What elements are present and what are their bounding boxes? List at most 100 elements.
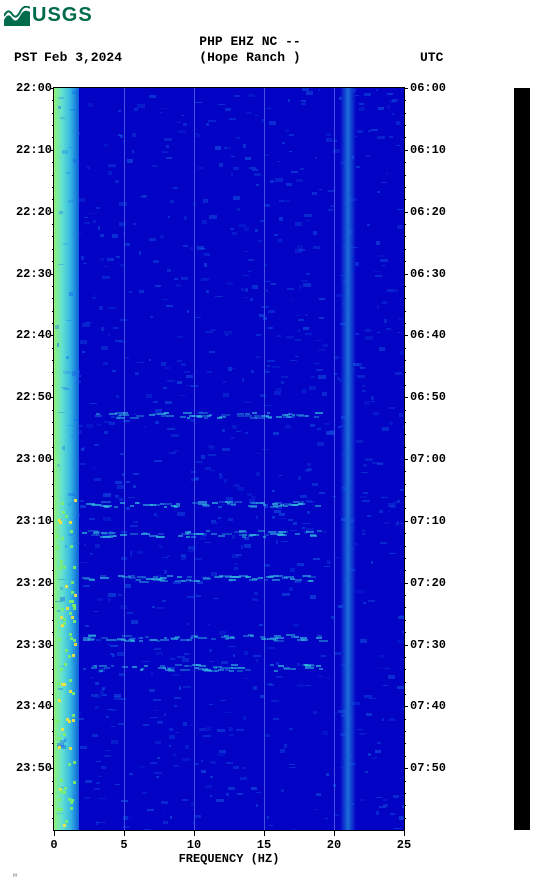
minor-tick	[404, 484, 406, 485]
tick-mark	[404, 397, 408, 398]
minor-tick	[404, 719, 406, 720]
minor-tick	[52, 669, 54, 670]
tick-mark	[404, 88, 408, 89]
minor-tick	[52, 484, 54, 485]
minor-tick	[404, 348, 406, 349]
tick-mark	[50, 521, 54, 522]
minor-tick	[404, 570, 406, 571]
minor-tick	[52, 422, 54, 423]
tick-mark	[50, 397, 54, 398]
y-tick-right: 07:10	[410, 514, 460, 528]
minor-tick	[52, 113, 54, 114]
y-tick-left: 23:10	[12, 514, 52, 528]
tick-mark	[50, 274, 54, 275]
x-tick: 10	[187, 838, 201, 852]
minor-tick	[404, 496, 406, 497]
tick-mark	[50, 706, 54, 707]
minor-tick	[404, 620, 406, 621]
y-tick-right: 06:40	[410, 328, 460, 342]
minor-tick	[52, 385, 54, 386]
minor-tick	[52, 595, 54, 596]
minor-tick	[404, 410, 406, 411]
minor-tick	[52, 137, 54, 138]
minor-tick	[52, 175, 54, 176]
x-tick: 0	[50, 838, 57, 852]
minor-tick	[52, 236, 54, 237]
minor-tick	[404, 508, 406, 509]
minor-tick	[404, 249, 406, 250]
y-tick-left: 23:00	[12, 452, 52, 466]
minor-tick	[52, 261, 54, 262]
minor-tick	[404, 607, 406, 608]
minor-tick	[52, 694, 54, 695]
tick-mark	[50, 88, 54, 89]
minor-tick	[404, 113, 406, 114]
minor-tick	[404, 311, 406, 312]
minor-tick	[52, 607, 54, 608]
minor-tick	[404, 632, 406, 633]
y-tick-left: 22:30	[12, 267, 52, 281]
minor-tick	[404, 385, 406, 386]
spectrogram-wrap	[54, 88, 404, 830]
minor-tick	[52, 471, 54, 472]
minor-tick	[52, 533, 54, 534]
minor-tick	[404, 236, 406, 237]
y-tick-right: 06:00	[410, 81, 460, 95]
y-tick-right: 07:50	[410, 761, 460, 775]
y-tick-left: 23:40	[12, 699, 52, 713]
minor-tick	[52, 372, 54, 373]
minor-tick	[404, 471, 406, 472]
tick-mark	[50, 212, 54, 213]
minor-tick	[404, 372, 406, 373]
x-axis-label: FREQUENCY (HZ)	[54, 852, 404, 866]
tick-mark	[404, 274, 408, 275]
tick-mark	[50, 150, 54, 151]
y-tick-left: 22:40	[12, 328, 52, 342]
y-tick-right: 07:20	[410, 576, 460, 590]
tick-mark	[404, 768, 408, 769]
minor-tick	[404, 781, 406, 782]
minor-tick	[52, 323, 54, 324]
minor-tick	[404, 756, 406, 757]
minor-tick	[404, 818, 406, 819]
minor-tick	[52, 620, 54, 621]
minor-tick	[404, 422, 406, 423]
y-tick-left: 22:10	[12, 143, 52, 157]
usgs-logo: USGS	[4, 4, 93, 27]
minor-tick	[404, 657, 406, 658]
minor-tick	[52, 187, 54, 188]
minor-tick	[404, 533, 406, 534]
minor-tick	[52, 805, 54, 806]
minor-tick	[404, 682, 406, 683]
page: USGS PHP EHZ NC -- (Hope Ranch ) PST Feb…	[0, 0, 552, 892]
minor-tick	[404, 558, 406, 559]
y-tick-left: 23:20	[12, 576, 52, 590]
y-tick-right: 06:30	[410, 267, 460, 281]
minor-tick	[52, 558, 54, 559]
y-tick-right: 06:50	[410, 390, 460, 404]
minor-tick	[404, 261, 406, 262]
amplitude-scalebar	[514, 88, 530, 830]
minor-tick	[52, 348, 54, 349]
minor-tick	[52, 360, 54, 361]
minor-tick	[52, 249, 54, 250]
usgs-logo-text: USGS	[32, 4, 93, 27]
minor-tick	[404, 447, 406, 448]
minor-tick	[52, 496, 54, 497]
y-tick-right: 06:10	[410, 143, 460, 157]
minor-tick	[52, 125, 54, 126]
tick-mark	[404, 645, 408, 646]
minor-tick	[404, 162, 406, 163]
minor-tick	[52, 570, 54, 571]
minor-tick	[52, 100, 54, 101]
tick-mark	[404, 150, 408, 151]
minor-tick	[404, 100, 406, 101]
y-tick-right: 06:20	[410, 205, 460, 219]
minor-tick	[404, 175, 406, 176]
minor-tick	[52, 546, 54, 547]
date-label: Feb 3,2024	[44, 50, 122, 65]
minor-tick	[404, 298, 406, 299]
minor-tick	[52, 447, 54, 448]
minor-tick	[52, 731, 54, 732]
minor-tick	[52, 508, 54, 509]
